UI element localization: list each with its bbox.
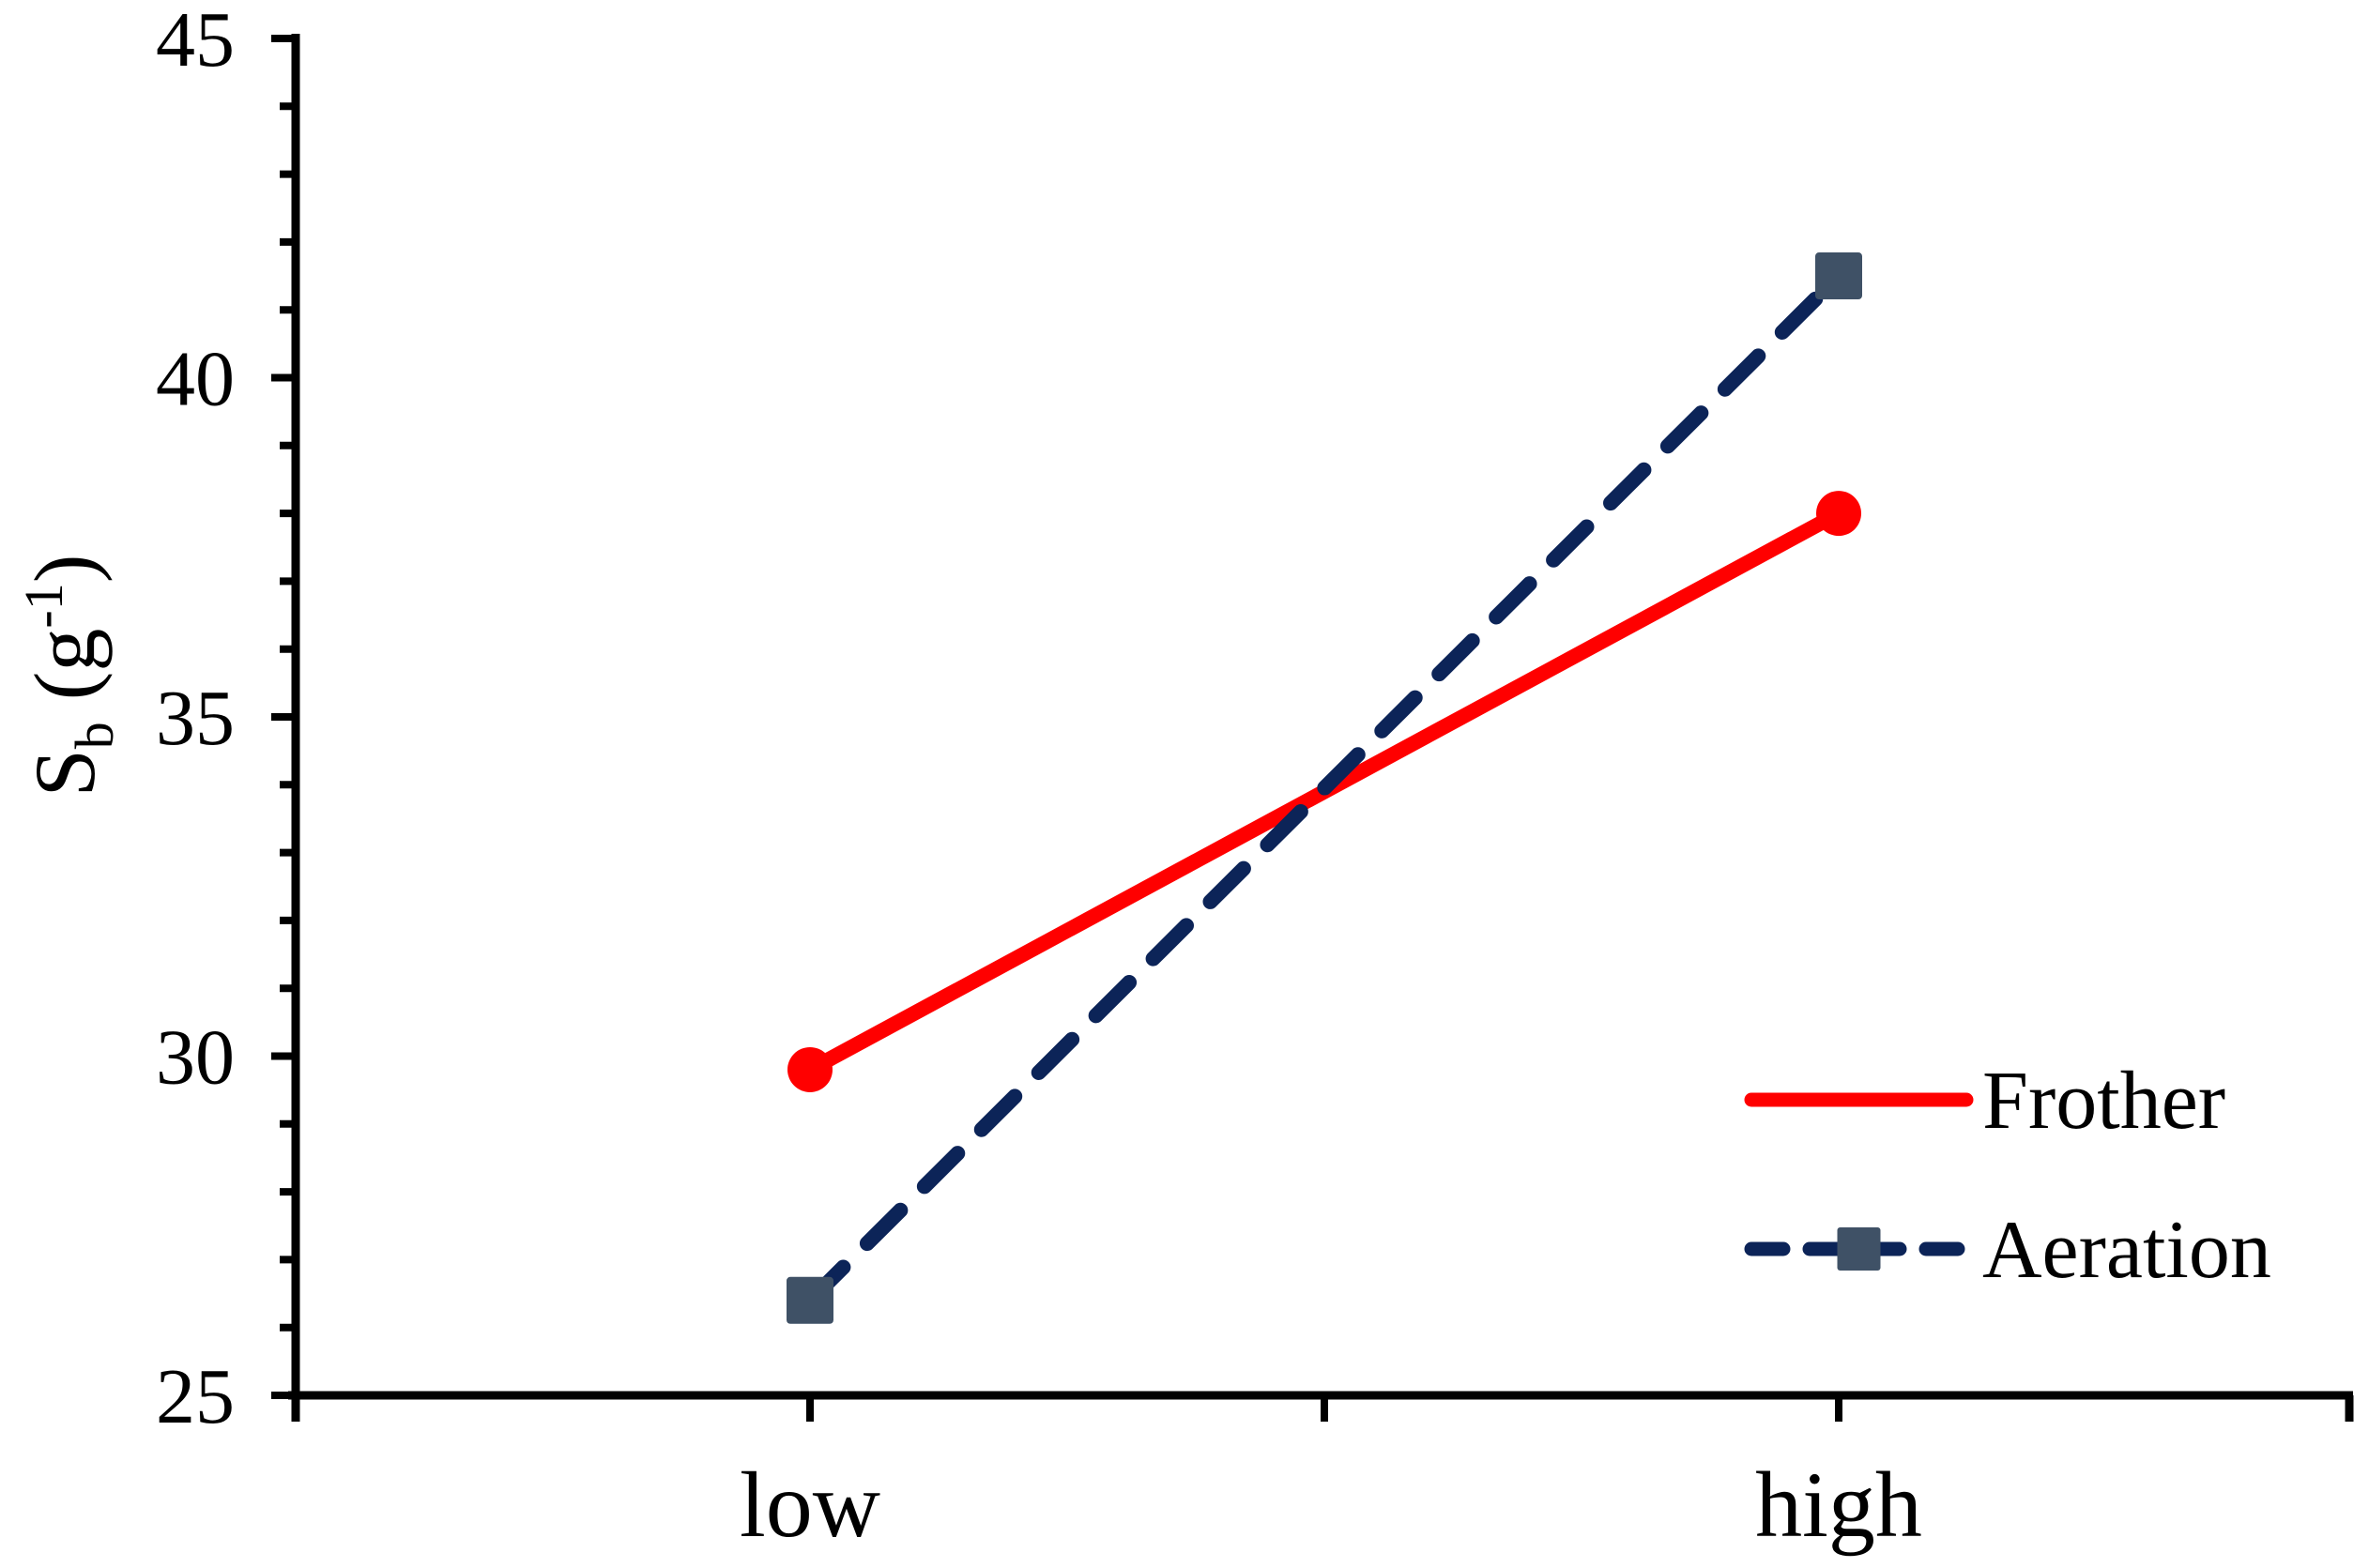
x-axis-ticks: low high: [740, 1395, 1922, 1557]
marker-aeration-low: [787, 1276, 833, 1324]
y-tick-label-30: 30: [156, 1014, 235, 1102]
marker-aeration-high: [1815, 252, 1862, 300]
y-tick-label-45: 45: [156, 0, 235, 84]
y-tick-label-25: 25: [156, 1353, 235, 1440]
y-tick-label-40: 40: [156, 336, 235, 423]
series-line-aeration: [802, 268, 1846, 1308]
legend: Frother Aeration: [1744, 1056, 2271, 1296]
marker-frother-high: [1816, 491, 1861, 537]
legend-label-frother: Frother: [1982, 1056, 2225, 1147]
legend-label-aeration: Aeration: [1982, 1205, 2271, 1296]
y-tick-label-35: 35: [156, 675, 235, 762]
y-axis-ticks: 25 30 35 40 45: [156, 0, 296, 1440]
marker-frother-low: [787, 1046, 833, 1092]
legend-marker-aeration: [1837, 1227, 1881, 1271]
series-aeration: [787, 252, 1862, 1324]
y-axis-title: Sb (g-1): [13, 555, 125, 798]
x-category-label-low: low: [740, 1453, 880, 1557]
x-category-label-high: high: [1755, 1453, 1922, 1557]
